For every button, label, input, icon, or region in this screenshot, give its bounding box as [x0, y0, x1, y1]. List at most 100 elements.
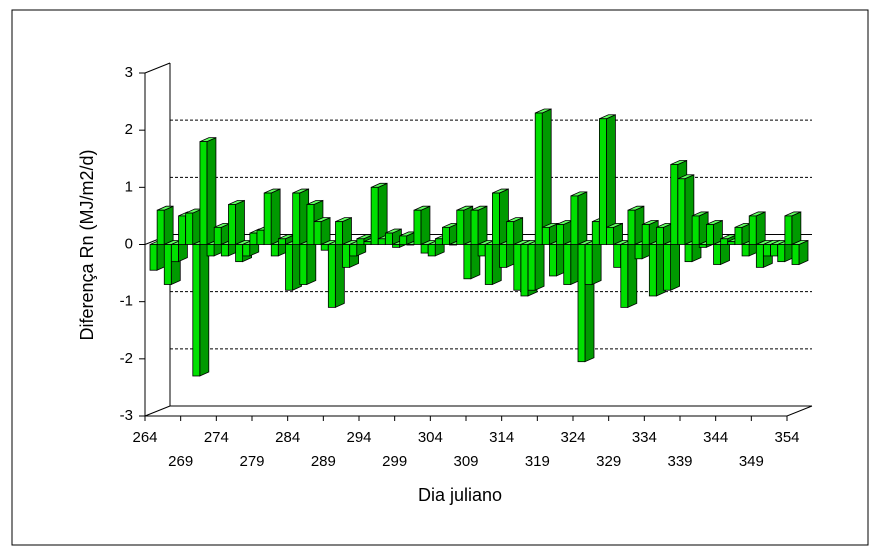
bar-front [249, 232, 258, 245]
x-tick-label: 269 [168, 453, 193, 470]
bar-front [706, 224, 714, 245]
bar-side [420, 205, 431, 246]
bar-side [342, 217, 352, 246]
bar [292, 188, 310, 246]
bar [563, 239, 581, 286]
bar-front [791, 244, 800, 265]
bar-front [270, 244, 279, 257]
x-tick-label: 289 [311, 453, 336, 470]
bar-front [163, 244, 172, 285]
bar-front [491, 192, 500, 245]
bar-front [470, 209, 479, 245]
bar-front [199, 141, 208, 245]
bar [149, 239, 167, 271]
bar-side [670, 239, 680, 291]
bar-front [777, 244, 786, 263]
bar-side [199, 239, 210, 377]
bar-front [549, 244, 557, 277]
bar-front [599, 118, 607, 245]
bar-front [698, 244, 707, 248]
bar [199, 136, 217, 246]
bar [463, 239, 481, 280]
bar-front [449, 244, 458, 246]
bar [627, 205, 645, 246]
x-tick-label: 344 [703, 429, 728, 446]
bar-side [577, 191, 588, 246]
bar-front [342, 244, 351, 268]
bar-side [591, 239, 602, 286]
bar-front [763, 244, 771, 257]
bar-front [349, 244, 358, 257]
bar-front [235, 244, 244, 263]
x-tick-label: 284 [275, 429, 300, 446]
bar-front [755, 244, 764, 268]
bar [748, 211, 766, 246]
y-tick-label: -3 [120, 407, 133, 424]
bar-front [228, 204, 236, 245]
x-tick-label: 274 [204, 429, 229, 446]
bar-side [477, 205, 488, 246]
x-tick-label: 299 [382, 453, 407, 470]
bar-front [641, 224, 650, 245]
bar [456, 205, 474, 246]
bar-front [170, 244, 179, 263]
bar [784, 211, 802, 246]
bar [656, 222, 673, 246]
bar [691, 211, 709, 246]
x-tick-label: 354 [774, 429, 799, 446]
bar [506, 217, 524, 246]
bar-front [670, 164, 679, 245]
y-tick-label: -1 [120, 293, 133, 310]
bar-front [684, 244, 693, 263]
bar-front [149, 244, 158, 271]
bar-front [185, 212, 194, 245]
bar-front [734, 226, 743, 245]
bar [228, 199, 245, 246]
bar-front [192, 244, 201, 377]
bar-front [577, 244, 586, 363]
bar-front [363, 241, 372, 245]
bar-front [527, 244, 536, 291]
bar-front [627, 209, 636, 245]
bar-front [606, 226, 614, 245]
bar-front [427, 244, 436, 257]
bar-front [313, 221, 322, 245]
bar-side [534, 239, 545, 291]
bar-front [570, 195, 579, 245]
bar-front [392, 244, 400, 248]
bar-front [178, 215, 186, 245]
bar-front [384, 232, 393, 245]
bar-front [720, 238, 729, 245]
bar-front [741, 244, 750, 257]
bar [263, 188, 281, 246]
x-tick-label: 279 [239, 453, 264, 470]
bar [606, 222, 623, 246]
bar-front [213, 226, 222, 245]
bar-front [463, 244, 472, 280]
y-tick-label: 3 [125, 64, 133, 81]
bar-front [648, 244, 657, 297]
bar-front [499, 244, 507, 268]
bar-front [292, 192, 301, 245]
x-tick-label: 339 [667, 453, 692, 470]
bar [484, 239, 502, 286]
x-tick-label: 304 [418, 429, 443, 446]
bar-front [442, 226, 450, 245]
bar-front [563, 244, 572, 285]
y-tick-label: 0 [125, 235, 133, 252]
bar [527, 239, 545, 291]
bar-front [656, 226, 664, 245]
x-tick-label: 349 [739, 453, 764, 470]
bar-side [320, 217, 331, 246]
bar-front [691, 215, 700, 245]
bar [277, 234, 295, 246]
bar-side [163, 205, 174, 246]
bar [335, 217, 352, 246]
bar [156, 205, 174, 246]
bar [677, 174, 695, 246]
bar [299, 239, 317, 286]
x-tick-label: 334 [632, 429, 657, 446]
bar-front [713, 244, 721, 265]
bar-front [356, 238, 365, 245]
